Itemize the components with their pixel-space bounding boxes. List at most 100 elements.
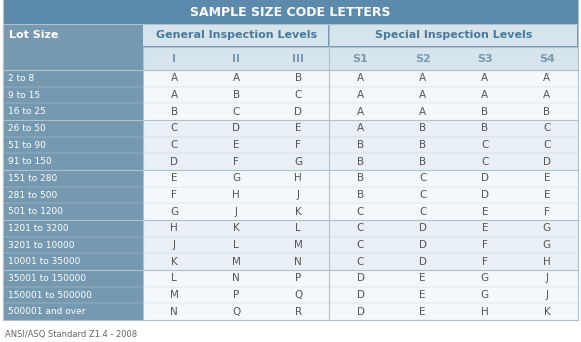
Bar — [143, 253, 578, 270]
Text: C: C — [295, 90, 302, 100]
Text: A: A — [419, 73, 426, 83]
Text: C: C — [232, 107, 240, 117]
Text: 2 to 8: 2 to 8 — [8, 74, 34, 83]
Text: C: C — [419, 207, 426, 217]
Bar — [143, 120, 578, 137]
Text: A: A — [357, 90, 364, 100]
Text: F: F — [544, 207, 550, 217]
Bar — [143, 25, 328, 46]
Text: D: D — [170, 157, 178, 167]
Text: A: A — [481, 73, 489, 83]
Bar — [143, 87, 578, 103]
Text: F: F — [234, 157, 239, 167]
Text: C: C — [543, 123, 551, 133]
Text: G: G — [232, 173, 241, 183]
Bar — [3, 120, 143, 170]
Bar — [143, 153, 578, 170]
Text: C: C — [481, 157, 489, 167]
Text: B: B — [419, 123, 426, 133]
Text: S3: S3 — [477, 53, 493, 64]
Text: D: D — [419, 240, 426, 250]
Text: 91 to 150: 91 to 150 — [8, 157, 52, 166]
Text: B: B — [232, 90, 240, 100]
Text: A: A — [543, 90, 550, 100]
Text: A: A — [357, 123, 364, 133]
Text: D: D — [481, 173, 489, 183]
Text: K: K — [544, 307, 550, 317]
Text: M: M — [170, 290, 178, 300]
Bar — [143, 137, 578, 153]
Text: C: C — [481, 140, 489, 150]
Text: E: E — [544, 173, 550, 183]
Text: H: H — [543, 256, 551, 267]
Text: 151 to 280: 151 to 280 — [8, 174, 58, 183]
Text: E: E — [233, 140, 239, 150]
Text: B: B — [170, 107, 178, 117]
Text: SAMPLE SIZE CODE LETTERS: SAMPLE SIZE CODE LETTERS — [190, 5, 391, 18]
Text: A: A — [170, 90, 178, 100]
Text: Q: Q — [232, 307, 241, 317]
Text: E: E — [295, 123, 302, 133]
Bar — [329, 25, 577, 46]
Bar — [143, 103, 578, 120]
Text: A: A — [419, 90, 426, 100]
Bar — [143, 220, 578, 237]
Text: E: E — [544, 190, 550, 200]
Text: 9 to 15: 9 to 15 — [8, 91, 40, 100]
Text: 26 to 50: 26 to 50 — [8, 124, 46, 133]
Bar — [3, 47, 143, 70]
Text: E: E — [419, 273, 426, 283]
Text: G: G — [480, 290, 489, 300]
Text: C: C — [543, 140, 551, 150]
Text: B: B — [357, 173, 364, 183]
Text: B: B — [357, 190, 364, 200]
Bar — [3, 220, 143, 270]
Text: B: B — [481, 123, 489, 133]
Bar — [143, 70, 578, 87]
Text: G: G — [295, 157, 303, 167]
Text: D: D — [357, 307, 364, 317]
Bar — [3, 0, 578, 24]
Text: E: E — [171, 173, 177, 183]
Text: K: K — [233, 223, 239, 233]
Text: A: A — [357, 73, 364, 83]
Text: D: D — [295, 107, 302, 117]
Text: III: III — [292, 53, 304, 64]
Bar — [143, 303, 578, 320]
Text: C: C — [357, 240, 364, 250]
Text: N: N — [232, 273, 240, 283]
Text: A: A — [543, 73, 550, 83]
Text: 16 to 25: 16 to 25 — [8, 107, 46, 116]
Text: E: E — [482, 207, 488, 217]
Text: H: H — [170, 223, 178, 233]
Text: 501 to 1200: 501 to 1200 — [8, 207, 63, 216]
Text: L: L — [234, 240, 239, 250]
Bar — [3, 170, 143, 220]
Text: E: E — [482, 223, 488, 233]
Text: G: G — [543, 240, 551, 250]
Text: Special Inspection Levels: Special Inspection Levels — [375, 30, 532, 40]
Text: P: P — [295, 273, 302, 283]
Bar — [143, 170, 578, 187]
Text: G: G — [170, 207, 178, 217]
Text: J: J — [546, 290, 548, 300]
Bar — [3, 70, 143, 120]
Text: H: H — [232, 190, 240, 200]
Text: 1201 to 3200: 1201 to 3200 — [8, 224, 69, 233]
Text: A: A — [170, 73, 178, 83]
Text: ANSI/ASQ Standard Z1.4 - 2008: ANSI/ASQ Standard Z1.4 - 2008 — [5, 329, 137, 339]
Text: F: F — [295, 140, 302, 150]
Text: N: N — [170, 307, 178, 317]
Text: General Inspection Levels: General Inspection Levels — [156, 30, 317, 40]
Text: C: C — [419, 190, 426, 200]
Text: II: II — [232, 53, 240, 64]
Text: C: C — [170, 140, 178, 150]
Text: S2: S2 — [415, 53, 431, 64]
Text: F: F — [482, 256, 487, 267]
Text: B: B — [481, 107, 489, 117]
Text: A: A — [419, 107, 426, 117]
Text: 51 to 90: 51 to 90 — [8, 141, 46, 149]
Bar — [143, 270, 578, 287]
Text: E: E — [419, 307, 426, 317]
Text: A: A — [481, 90, 489, 100]
